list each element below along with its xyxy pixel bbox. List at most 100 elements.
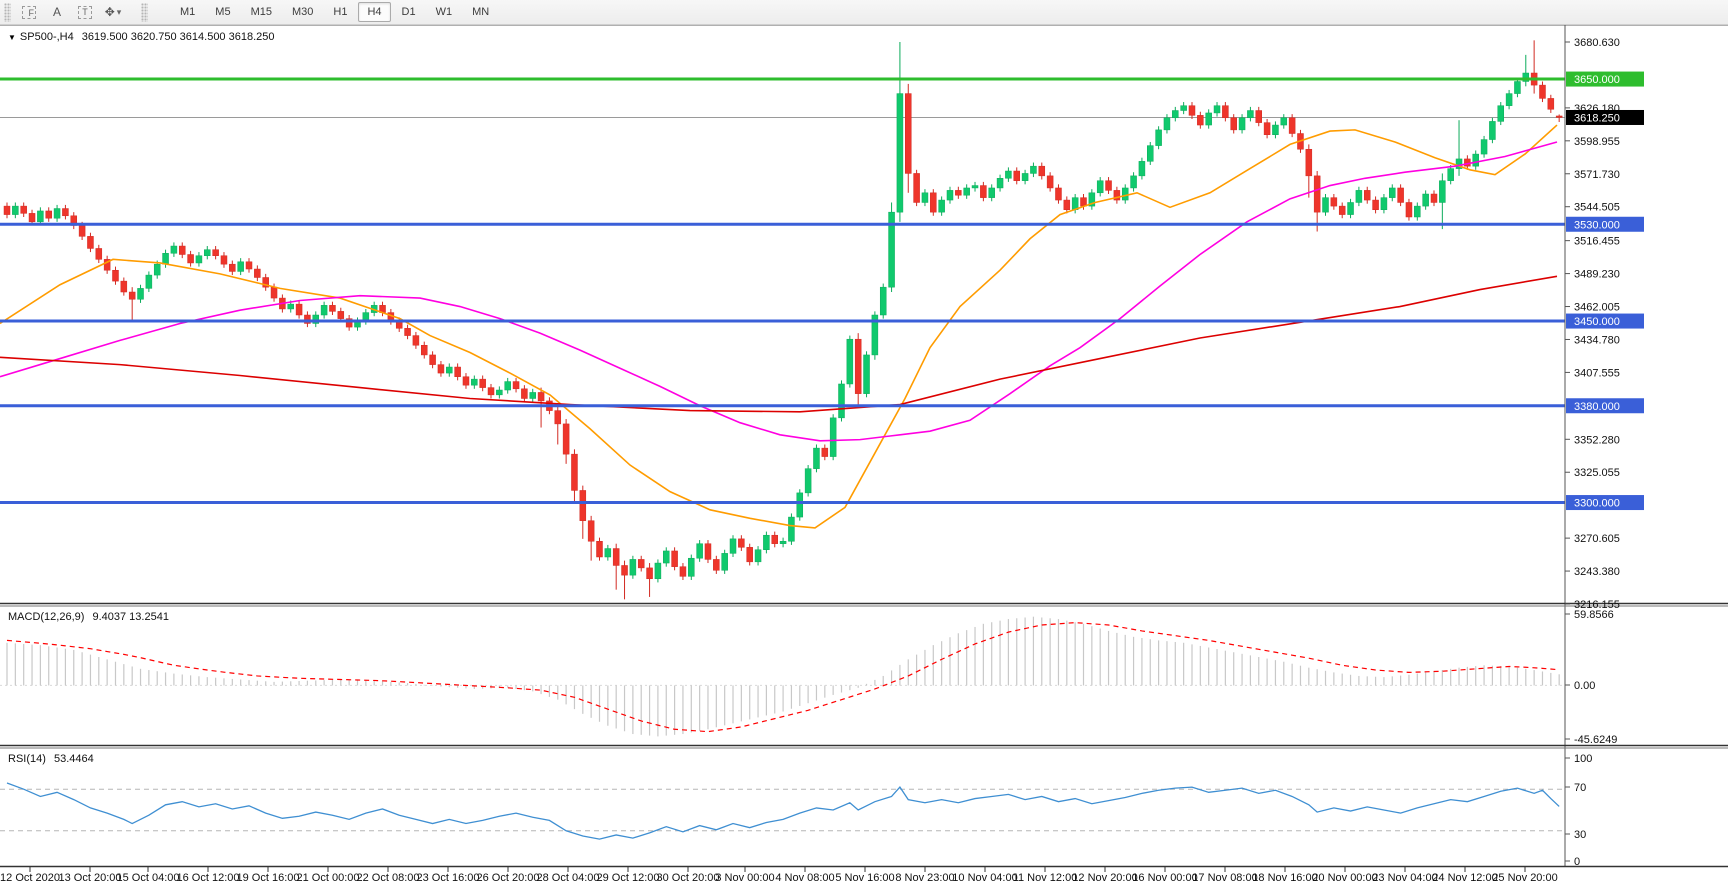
date-label: 3 Nov 00:00: [715, 872, 774, 884]
candle-body: [462, 376, 470, 386]
candle-body: [1147, 145, 1154, 162]
tf-button-M1[interactable]: M1: [180, 6, 196, 18]
candle-body: [879, 286, 887, 316]
candle-body: [1046, 175, 1054, 189]
candle-body: [87, 236, 94, 249]
tf-button-M30[interactable]: M30: [291, 6, 314, 18]
candle-body: [1389, 187, 1396, 198]
candle-body: [796, 492, 804, 518]
macd-values: 9.4037 13.2541: [92, 611, 169, 623]
axis-label: 3598.955: [1574, 136, 1620, 148]
candle-body: [913, 173, 920, 203]
axis-label: 3243.380: [1574, 566, 1620, 578]
date-label: 23 Oct 16:00: [417, 872, 480, 884]
tf-button-M5[interactable]: M5: [215, 6, 231, 18]
ma-slow-red[interactable]: [0, 275, 1558, 413]
candle-body: [1030, 165, 1037, 174]
date-label: 4 Nov 08:00: [775, 872, 834, 884]
candle-body: [262, 277, 269, 288]
date-label: 21 Oct 00:00: [297, 872, 360, 884]
candle-body: [345, 318, 353, 328]
candle-body: [938, 199, 945, 213]
candle-body: [921, 192, 929, 203]
candle-body: [1430, 193, 1438, 203]
candle-body: [754, 549, 762, 563]
candle-body: [1063, 199, 1071, 210]
ma-fast-orange[interactable]: [0, 124, 1558, 529]
pointer-mode-icon[interactable]: ✥ ▾: [104, 5, 122, 19]
candle-body: [1464, 158, 1471, 167]
axis-label: 3516.455: [1574, 236, 1620, 248]
candle-body: [888, 211, 895, 288]
candle-body: [1096, 180, 1104, 194]
price-badge-label: 3530.000: [1574, 219, 1620, 231]
tf-button-H1[interactable]: H1: [333, 6, 348, 18]
tf-button-D1[interactable]: D1: [401, 6, 416, 18]
candle-body: [1305, 148, 1313, 177]
candle-body: [1121, 187, 1129, 201]
candle-body: [1197, 115, 1204, 126]
toolbar-drag-handle-2[interactable]: [141, 2, 148, 22]
candle-body: [479, 378, 486, 388]
candle-body: [1205, 112, 1212, 126]
price-badge-3450: [1566, 313, 1644, 329]
rsi-line[interactable]: [6, 782, 1560, 840]
candle-body: [128, 291, 136, 300]
candle-body: [53, 208, 61, 219]
candle-body: [187, 254, 194, 264]
date-label: 22 Oct 08:00: [357, 872, 420, 884]
candle-body: [20, 205, 27, 214]
candle-body: [496, 389, 503, 396]
candle-body: [404, 328, 411, 336]
candle-body: [170, 245, 178, 254]
candle-body: [696, 543, 703, 559]
macd-name: MACD(12,26,9): [8, 611, 85, 623]
candle-body: [78, 225, 86, 237]
toolbar-drag-handle[interactable]: [4, 2, 11, 22]
chart-frame-icon[interactable]: F: [17, 2, 41, 22]
candle-body: [1547, 98, 1555, 110]
text-box-icon[interactable]: T: [73, 2, 97, 22]
candle-body: [1338, 205, 1346, 215]
candle-body: [1280, 117, 1288, 126]
candle-body: [704, 543, 712, 560]
macd-indicator-label: MACD(12,26,9) 9.4037 13.2541: [8, 611, 169, 623]
axis-label: 3544.505: [1574, 202, 1620, 214]
candle-body: [1055, 187, 1062, 201]
candle-body: [1397, 187, 1404, 203]
candle-body: [112, 269, 119, 282]
candle-body: [103, 259, 111, 271]
candle-body: [1138, 161, 1146, 177]
candle-body: [162, 253, 169, 265]
candle-body: [996, 178, 1004, 189]
date-label: 12 Oct 2020: [0, 872, 60, 884]
axis-label: 3680.630: [1574, 37, 1620, 49]
axis-label: 3270.605: [1574, 533, 1620, 545]
axis-label: 3462.005: [1574, 302, 1620, 314]
candle-body: [629, 559, 637, 576]
symbol-collapse-icon[interactable]: ▼: [8, 33, 16, 42]
candle-body: [554, 410, 562, 425]
tf-button-MN[interactable]: MN: [472, 6, 490, 18]
candle-body: [738, 538, 745, 548]
chart-background: [0, 25, 1728, 893]
date-label: 18 Nov 16:00: [1252, 872, 1317, 884]
candle-body: [295, 303, 303, 316]
candle-body: [512, 381, 520, 390]
candle-body: [287, 303, 294, 310]
candle-body: [654, 562, 662, 580]
candle-body: [1522, 72, 1530, 82]
tf-button-M15[interactable]: M15: [250, 6, 272, 18]
tf-button-H4[interactable]: H4: [358, 2, 391, 22]
text-a-icon[interactable]: A: [52, 5, 61, 19]
candle-body: [1255, 110, 1262, 123]
candle-body: [1372, 199, 1379, 210]
candle-body: [596, 541, 603, 558]
ma-mid-magenta[interactable]: [0, 141, 1558, 442]
candle-body: [487, 387, 495, 396]
candle-body: [804, 468, 812, 494]
tf-button-W1[interactable]: W1: [435, 6, 453, 18]
candle-body: [337, 311, 345, 319]
